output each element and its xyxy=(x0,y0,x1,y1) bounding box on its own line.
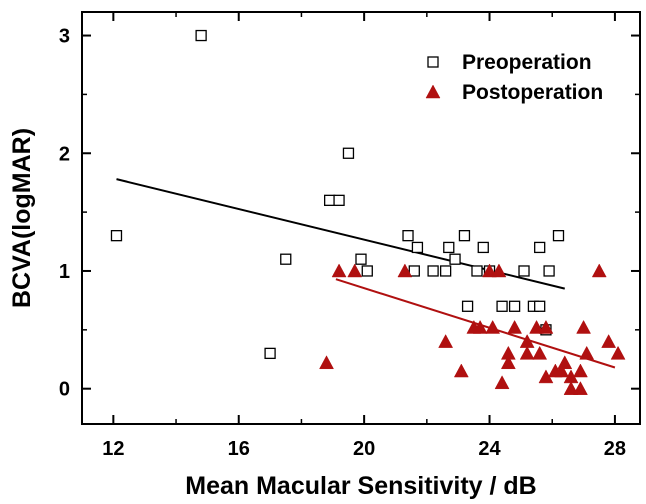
data-point xyxy=(563,381,579,395)
data-point xyxy=(331,263,347,278)
data-point xyxy=(342,147,355,159)
data-point xyxy=(355,253,367,265)
data-point xyxy=(482,263,497,278)
data-point xyxy=(408,265,420,277)
data-point xyxy=(449,253,461,265)
x-tick-label: 20 xyxy=(353,438,375,460)
data-point xyxy=(195,29,207,42)
data-point xyxy=(438,334,454,348)
data-point xyxy=(500,355,516,370)
data-point xyxy=(507,319,523,334)
y-tick-label: 0 xyxy=(59,379,70,401)
data-point xyxy=(534,241,546,254)
data-point xyxy=(110,230,123,242)
data-point xyxy=(461,300,474,312)
x-axis: 12 16 20 24 28 xyxy=(102,12,626,460)
data-point xyxy=(427,265,439,277)
data-point xyxy=(518,265,530,277)
legend-marker xyxy=(427,56,439,68)
y-tick-label: 1 xyxy=(59,261,70,283)
x-tick-label: 28 xyxy=(604,438,626,460)
data-point xyxy=(508,300,521,312)
data-point xyxy=(529,319,544,334)
data-point xyxy=(347,263,363,278)
data-markers xyxy=(110,29,626,395)
data-point xyxy=(519,345,535,360)
data-point xyxy=(453,363,469,378)
data-point xyxy=(361,265,373,277)
data-point xyxy=(397,263,413,278)
data-point xyxy=(557,355,573,370)
data-point xyxy=(496,300,508,312)
y-axis: 0 1 2 3 xyxy=(59,26,640,401)
data-point xyxy=(576,319,591,334)
data-point xyxy=(471,265,483,277)
data-point xyxy=(552,230,565,242)
data-point xyxy=(610,345,626,360)
legend-label: Postoperation xyxy=(462,81,603,104)
x-axis-title: Mean Macular Sensitivity / dB xyxy=(185,472,537,500)
data-point xyxy=(534,300,546,312)
data-point xyxy=(491,263,507,278)
plot-frame xyxy=(81,11,641,425)
data-point xyxy=(601,334,617,348)
data-point xyxy=(538,319,554,334)
x-tick-label: 24 xyxy=(478,438,501,460)
x-tick-label: 12 xyxy=(102,438,124,460)
legend-marker xyxy=(425,84,441,99)
data-point xyxy=(554,363,570,378)
y-axis-title: BCVA(logMAR) xyxy=(8,128,36,308)
data-point xyxy=(319,355,334,370)
data-point xyxy=(485,319,501,334)
data-point xyxy=(264,347,276,360)
data-point xyxy=(402,230,414,242)
legend-label: Preoperation xyxy=(462,51,592,74)
data-point xyxy=(477,241,489,254)
data-point xyxy=(532,345,548,360)
data-point xyxy=(439,265,452,277)
x-tick-label: 16 xyxy=(228,438,250,460)
y-tick-label: 3 xyxy=(59,26,70,48)
data-point xyxy=(573,381,588,395)
data-point xyxy=(573,363,588,378)
data-point xyxy=(411,241,424,254)
y-tick-label: 2 xyxy=(59,143,70,165)
data-point xyxy=(543,265,555,277)
data-point xyxy=(591,263,607,278)
data-point xyxy=(324,194,336,206)
data-point xyxy=(494,375,510,390)
data-point xyxy=(280,253,292,265)
data-point xyxy=(458,230,471,242)
legend: Preoperation Postoperation xyxy=(425,51,603,104)
data-point xyxy=(443,241,455,254)
data-point xyxy=(333,194,345,206)
data-point xyxy=(579,345,595,360)
data-point xyxy=(472,319,488,334)
